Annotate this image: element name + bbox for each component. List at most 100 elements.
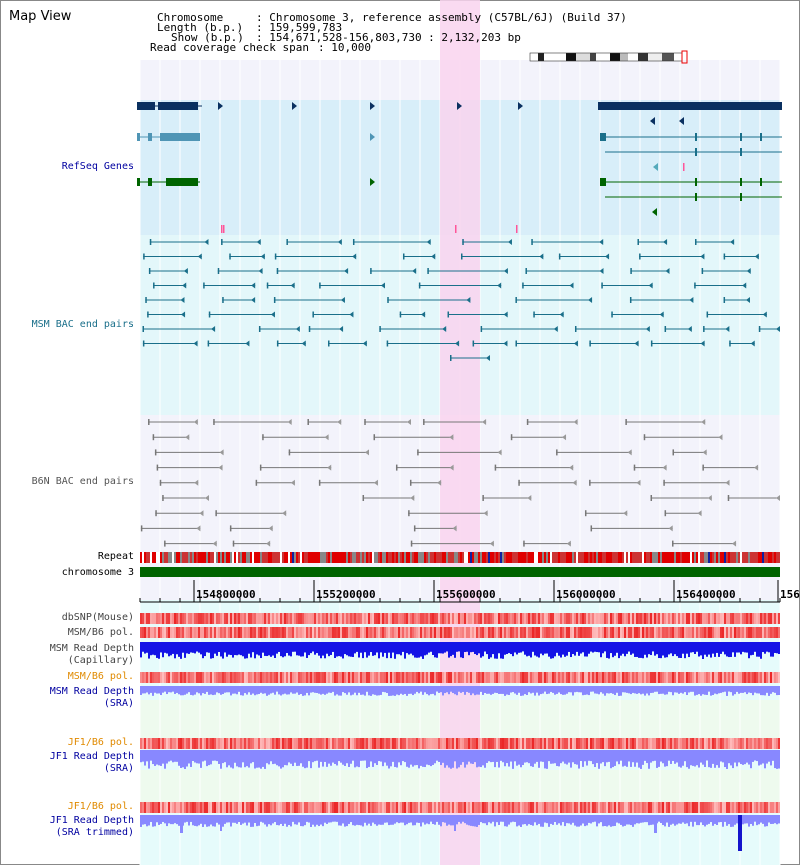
track-label-msm-b6-pol[interactable]: MSM/B6 pol. bbox=[67, 627, 134, 638]
track-label-msm-bac[interactable]: MSM BAC end pairs bbox=[31, 319, 134, 330]
track-label-dbsnp[interactable]: dbSNP(Mouse) bbox=[61, 612, 134, 623]
msm-b6-pol-sra-heatstrip bbox=[168, 672, 170, 683]
msm-depth-sra-bar bbox=[388, 686, 390, 696]
track-label-msm-depth-sra[interactable]: MSM Read Depth bbox=[49, 686, 134, 697]
msm-depth-sra-bar bbox=[566, 686, 568, 694]
msm-depth-capillary-bar bbox=[766, 642, 768, 652]
repeat-segment bbox=[682, 552, 684, 563]
jf1-depth-trimmed-bar bbox=[766, 815, 768, 827]
msm-b6-pol-sra-heatstrip bbox=[280, 672, 282, 683]
msm-depth-sra-bar bbox=[326, 686, 328, 694]
dbsnp-heatstrip bbox=[524, 613, 526, 624]
dbsnp-heatstrip bbox=[646, 613, 648, 624]
dbsnp-heatstrip bbox=[390, 613, 392, 624]
jf1-b6-pol-2-heatstrip bbox=[620, 802, 622, 813]
dbsnp-heatstrip bbox=[190, 613, 192, 624]
jf1-b6-pol-2-heatstrip bbox=[412, 802, 414, 813]
msm-b6-pol-heatstrip bbox=[538, 627, 540, 638]
msm-b6-pol-heatstrip bbox=[558, 627, 560, 638]
jf1-b6-pol-heatstrip bbox=[544, 738, 546, 749]
jf1-depth-sra-bar bbox=[608, 750, 610, 762]
repeat-segment bbox=[572, 552, 574, 563]
b6n-bac-end bbox=[148, 419, 150, 425]
jf1-b6-pol-heatstrip bbox=[296, 738, 298, 749]
track-label-msm-b6-pol-sra[interactable]: MSM/B6 pol. bbox=[67, 671, 134, 682]
jf1-depth-sra-bar bbox=[580, 750, 582, 762]
msm-b6-pol-heatstrip bbox=[618, 627, 620, 638]
msm-b6-pol-sra-heatstrip bbox=[722, 672, 724, 683]
dbsnp-heatstrip bbox=[694, 613, 696, 624]
msm-b6-pol-heatstrip bbox=[308, 627, 310, 638]
jf1-depth-trimmed-bar bbox=[360, 815, 362, 826]
track-label-jf1-b6-pol-2[interactable]: JF1/B6 pol. bbox=[67, 801, 134, 812]
msm-b6-pol-heatstrip bbox=[674, 627, 676, 638]
repeat-segment bbox=[382, 552, 384, 563]
jf1-depth-trimmed-bar bbox=[724, 815, 726, 822]
track-label-jf1-b6-pol[interactable]: JF1/B6 pol. bbox=[67, 737, 134, 748]
repeat-segment bbox=[660, 552, 662, 563]
msm-depth-capillary-bar bbox=[162, 642, 164, 658]
jf1-b6-pol-heatstrip bbox=[464, 738, 466, 749]
jf1-b6-pol-2-heatstrip bbox=[500, 802, 502, 813]
msm-bac-end bbox=[276, 340, 279, 347]
jf1-b6-pol-heatstrip bbox=[756, 738, 758, 749]
jf1-b6-pol-2-heatstrip bbox=[578, 802, 580, 813]
b6n-bac-end bbox=[510, 434, 513, 441]
msm-depth-sra-bar bbox=[288, 686, 290, 695]
msm-depth-sra-bar bbox=[676, 686, 678, 693]
dbsnp-heatstrip bbox=[300, 613, 302, 624]
jf1-depth-trimmed-bar bbox=[490, 815, 492, 824]
refseq-transcript-exon bbox=[148, 133, 152, 141]
track-label-b6n-bac[interactable]: B6N BAC end pairs bbox=[31, 476, 134, 487]
msm-b6-pol-heatstrip bbox=[398, 627, 400, 638]
msm-depth-sra-bar bbox=[744, 686, 746, 693]
jf1-depth-sra-bar bbox=[670, 750, 672, 764]
jf1-depth-trimmed-bar bbox=[574, 815, 576, 826]
msm-bac-end bbox=[211, 326, 216, 332]
track-label-repeat[interactable]: Repeat bbox=[97, 551, 134, 562]
jf1-depth-trimmed-bar bbox=[422, 815, 424, 823]
msm-b6-pol-sra-heatstrip bbox=[712, 672, 714, 683]
track-label-msm-depth-capillary[interactable]: MSM Read Depth bbox=[49, 643, 134, 654]
jf1-depth-sra-bar bbox=[482, 750, 484, 766]
jf1-depth-trimmed-bar bbox=[368, 815, 370, 824]
repeat-segment bbox=[424, 552, 426, 563]
msm-depth-capillary-bar bbox=[492, 642, 494, 655]
repeat-segment bbox=[324, 552, 326, 563]
track-label-refseq[interactable]: RefSeq Genes bbox=[61, 161, 134, 172]
track-label-jf1-depth-trimmed[interactable]: JF1 Read Depth bbox=[49, 815, 134, 826]
msm-b6-pol-sra-heatstrip bbox=[774, 672, 776, 683]
repeat-segment bbox=[652, 552, 654, 563]
msm-b6-pol-heatstrip bbox=[278, 627, 280, 638]
refseq-arrow bbox=[292, 102, 297, 110]
jf1-depth-sra-bar bbox=[530, 750, 532, 767]
jf1-depth-sra-bar bbox=[378, 750, 380, 762]
msm-bac-end bbox=[503, 340, 508, 347]
jf1-depth-sra-bar bbox=[172, 750, 174, 763]
jf1-b6-pol-2-heatstrip bbox=[778, 802, 780, 813]
repeat-segment bbox=[672, 552, 674, 563]
msm-depth-sra-bar bbox=[480, 686, 482, 692]
repeat-segment bbox=[262, 552, 264, 563]
msm-depth-sra-bar bbox=[592, 686, 594, 692]
jf1-b6-pol-heatstrip bbox=[606, 738, 608, 749]
track-label-jf1-depth-sra[interactable]: JF1 Read Depth bbox=[49, 751, 134, 762]
msm-depth-capillary-bar bbox=[306, 642, 308, 658]
msm-depth-sra-bar bbox=[518, 686, 520, 693]
dbsnp-heatstrip bbox=[550, 613, 552, 624]
dbsnp-heatstrip bbox=[324, 613, 326, 624]
msm-b6-pol-sra-heatstrip bbox=[678, 672, 680, 683]
jf1-depth-trimmed-bar bbox=[192, 815, 194, 826]
jf1-depth-trimmed-bar bbox=[610, 815, 612, 827]
jf1-depth-sra-bar bbox=[444, 750, 446, 768]
jf1-b6-pol-heatstrip bbox=[516, 738, 518, 749]
msm-depth-sra-bar bbox=[590, 686, 592, 692]
repeat-segment bbox=[202, 552, 204, 563]
msm-b6-pol-heatstrip bbox=[438, 627, 440, 638]
msm-b6-pol-sra-heatstrip bbox=[202, 672, 204, 683]
jf1-b6-pol-2-heatstrip bbox=[406, 802, 408, 813]
msm-depth-capillary-bar bbox=[158, 642, 160, 659]
dbsnp-heatstrip bbox=[778, 613, 780, 624]
repeat-segment bbox=[246, 552, 248, 563]
msm-b6-pol-heatstrip bbox=[322, 627, 324, 638]
